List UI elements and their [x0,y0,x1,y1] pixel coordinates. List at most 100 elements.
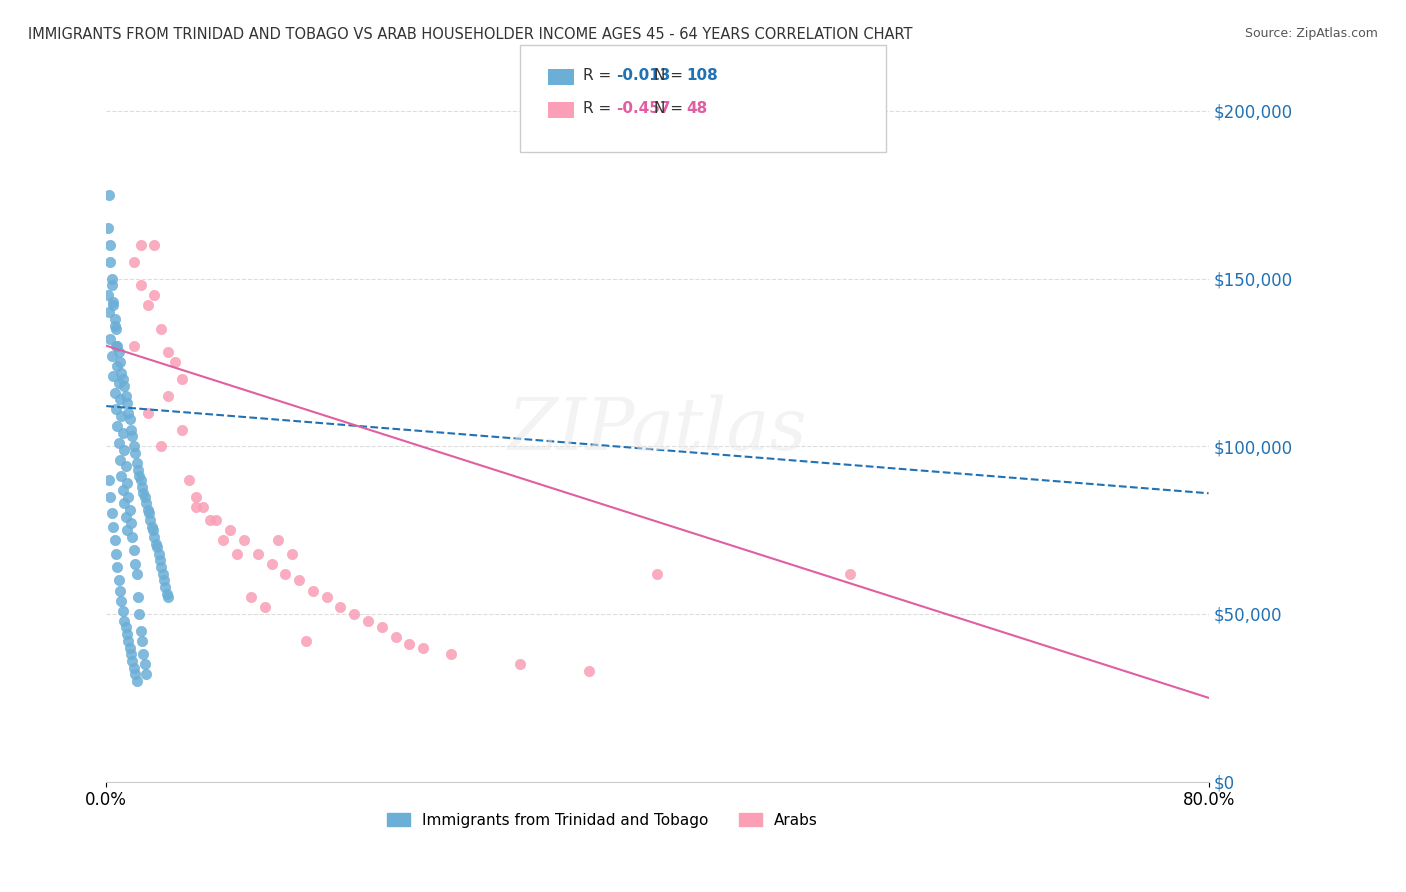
Point [253,600,276,615]
Point [114,459,136,474]
Point [111,483,134,497]
Point [98,473,121,487]
Point [357,614,380,628]
Point [122,543,145,558]
Point [118,640,141,655]
Point [97,288,120,302]
Point [146,540,169,554]
Point [132,647,155,661]
Point [398,637,420,651]
Point [110,469,132,483]
Point [112,496,135,510]
Point [115,627,138,641]
Point [117,490,139,504]
Point [131,633,153,648]
Text: -0.457: -0.457 [616,102,671,116]
Point [281,547,304,561]
Point [100,271,122,285]
Point [101,298,124,312]
Point [145,536,167,550]
Point [117,406,139,420]
Point [143,530,166,544]
Point [122,255,145,269]
Point [110,593,132,607]
Point [440,647,463,661]
Point [135,496,157,510]
Point [121,654,143,668]
Point [131,479,153,493]
Point [134,490,156,504]
Point [295,633,318,648]
Point [205,513,228,527]
Point [155,580,177,594]
Point [105,560,128,574]
Point [288,574,311,588]
Point [107,574,129,588]
Point [107,345,129,359]
Legend: Immigrants from Trinidad and Tobago, Arabs: Immigrants from Trinidad and Tobago, Ara… [381,806,824,834]
Point [114,620,136,634]
Point [150,322,173,336]
Point [135,667,157,681]
Point [647,566,669,581]
Point [111,425,134,440]
Point [128,607,150,621]
Point [108,392,131,407]
Point [107,436,129,450]
Point [103,533,125,548]
Point [118,503,141,517]
Point [101,295,124,310]
Point [233,533,256,548]
Point [212,533,235,548]
Point [122,339,145,353]
Point [170,372,193,386]
Point [246,547,269,561]
Point [112,379,135,393]
Point [122,660,145,674]
Point [177,473,200,487]
Point [101,368,124,383]
Point [150,439,173,453]
Point [112,614,135,628]
Point [122,439,145,453]
Point [104,322,127,336]
Point [509,657,531,672]
Point [578,664,600,678]
Point [129,238,152,252]
Text: N =: N = [654,102,688,116]
Point [112,442,135,457]
Point [111,604,134,618]
Point [136,406,159,420]
Text: ZIPatlas: ZIPatlas [508,394,807,465]
Point [101,520,124,534]
Point [384,631,406,645]
Text: 48: 48 [686,102,707,116]
Point [108,583,131,598]
Point [100,255,122,269]
Point [104,339,127,353]
Point [110,366,132,380]
Point [124,557,146,571]
Point [104,547,127,561]
Point [129,624,152,638]
Point [198,513,221,527]
Point [157,591,180,605]
Point [143,238,166,252]
Point [125,456,148,470]
Point [127,463,149,477]
Point [138,507,160,521]
Point [141,520,163,534]
Point [302,583,325,598]
Point [124,667,146,681]
Point [157,389,180,403]
Point [100,332,122,346]
Point [104,402,127,417]
Point [129,278,152,293]
Point [128,469,150,483]
Point [103,311,125,326]
Text: Source: ZipAtlas.com: Source: ZipAtlas.com [1244,27,1378,40]
Point [120,423,142,437]
Point [139,513,162,527]
Point [129,473,152,487]
Point [118,412,141,426]
